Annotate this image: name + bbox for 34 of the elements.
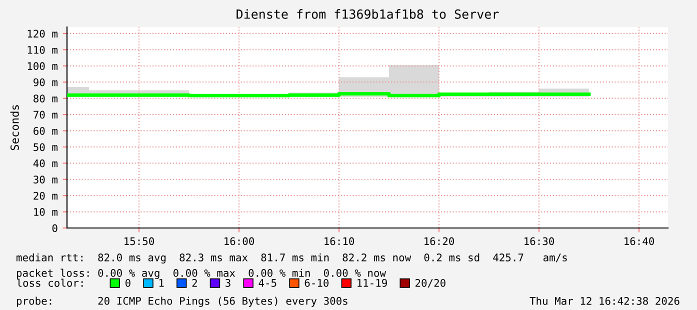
text: Thu Mar 12 16:42:38 2026: [530, 296, 680, 305]
y-tick-label: 30 m: [34, 176, 58, 184]
x-tick-label: 16:00: [224, 237, 254, 246]
y-tick-label: 60 m: [34, 126, 58, 135]
legend-label: 20/20: [416, 278, 446, 288]
y-tick-label: 50 m: [34, 143, 58, 152]
y-tick-label: 0: [52, 224, 58, 232]
chart-title: Dienste from f1369b1af1b8 to Server: [236, 9, 499, 19]
legend-label: 2: [192, 278, 197, 287]
text: packet loss: 0.00 % avg 0.00 % max 0.00 % min 0.00 % now: [16, 268, 386, 279]
y-tick-label: 20 m: [34, 192, 58, 200]
x-tick-label: 15:50: [124, 237, 154, 246]
y-tick-label: 100 m: [28, 62, 58, 70]
y-tick-label: 120 m: [28, 30, 58, 38]
legend-label: 11-19: [358, 278, 387, 287]
y-tick-label: 80 m: [34, 94, 58, 102]
y-tick-label: 70 m: [34, 110, 58, 119]
legend-label: 0: [125, 278, 130, 287]
legend-title: loss color:: [17, 278, 83, 287]
x-tick-label: 16:40: [624, 237, 654, 246]
y-tick-label: 10 m: [34, 208, 58, 216]
legend-label: 4-5: [258, 279, 276, 287]
x-tick-label: 16:30: [524, 237, 554, 246]
y-tick-label: 40 m: [33, 159, 58, 168]
legend-label: 3: [226, 278, 230, 287]
text: median rtt: 82.0 ms avg 82.3 ms max 81.7 ms min 82.2 ms now 0.2 ms sd 425.7 am/s: [16, 253, 567, 264]
y-axis-title: Seconds: [10, 105, 19, 150]
legend-label: 1: [159, 279, 164, 287]
y-tick-label: 90 m: [34, 78, 58, 86]
x-tick-label: 16:20: [424, 237, 454, 246]
y-tick-label: 110 m: [28, 46, 58, 54]
text: probe: 20 ICMP Echo Pings (56 Bytes) every 300s: [16, 296, 348, 307]
legend-label: 6-10: [304, 278, 329, 287]
x-tick-label: 16:10: [324, 237, 354, 246]
